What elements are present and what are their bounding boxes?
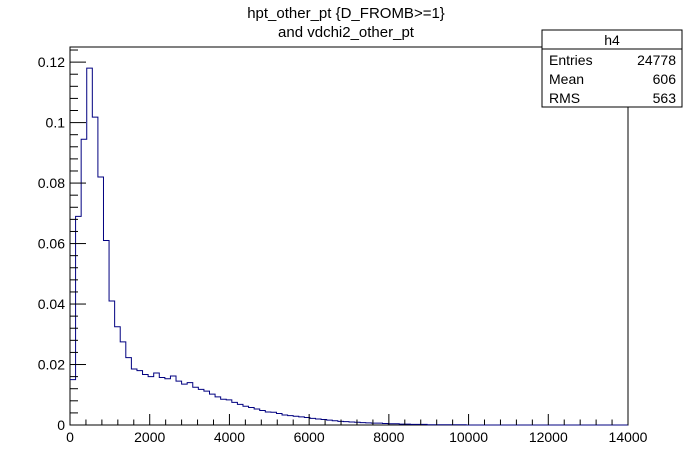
- histogram-bin: [98, 177, 104, 425]
- stats-box: h4 Entries 24778 Mean 606 RMS 563: [541, 29, 683, 108]
- x-tick-label: 8000: [373, 429, 404, 445]
- histogram-bin: [316, 419, 322, 425]
- histogram-bin: [349, 422, 355, 425]
- histogram-bin: [143, 374, 149, 425]
- histogram-bin: [343, 422, 349, 425]
- y-tick-label: 0.02: [38, 357, 65, 373]
- histogram-bin: [288, 416, 294, 425]
- histogram-bin: [293, 416, 299, 425]
- histogram-bin: [394, 424, 400, 425]
- histogram-bin: [249, 407, 255, 425]
- y-tick-label: 0.04: [38, 296, 65, 312]
- stats-entries-label: Entries: [549, 52, 593, 68]
- histogram-bin: [321, 420, 327, 425]
- stats-rms-value: 563: [653, 90, 677, 106]
- histogram-bin: [410, 424, 416, 425]
- histogram-bin: [92, 117, 98, 425]
- y-tick-label: 0.12: [38, 54, 65, 70]
- stats-mean-value: 606: [653, 71, 677, 87]
- stats-rms-label: RMS: [549, 90, 580, 106]
- x-tick-label: 0: [66, 429, 74, 445]
- histogram-bin: [405, 424, 411, 425]
- histogram-bin: [76, 216, 82, 425]
- chart-title-line-2: and vdchi2_other_pt: [278, 24, 415, 41]
- x-tick-label: 6000: [294, 429, 325, 445]
- histogram-bin: [332, 421, 338, 425]
- histogram-bin: [366, 423, 372, 425]
- histogram-bin: [154, 373, 160, 425]
- histogram-bin: [377, 423, 383, 425]
- histogram-bin: [371, 423, 377, 425]
- histogram-bin: [221, 399, 227, 425]
- histogram-bin: [399, 424, 405, 425]
- histogram-bin: [310, 418, 316, 425]
- histogram-bin: [115, 327, 121, 425]
- histogram-bin: [126, 358, 132, 425]
- histogram-bin: [299, 417, 305, 425]
- histogram-bin: [176, 381, 182, 425]
- x-tick-label: 14000: [609, 429, 648, 445]
- stats-mean-label: Mean: [549, 71, 584, 87]
- histogram-bin: [198, 389, 204, 425]
- stats-entries-value: 24778: [637, 52, 676, 68]
- histogram-bin: [254, 409, 260, 425]
- histogram-bin: [81, 139, 87, 425]
- histogram-bin: [87, 68, 93, 425]
- histogram-bin: [260, 410, 266, 425]
- histogram-series: [70, 67, 628, 426]
- y-tick-label: 0: [57, 417, 65, 433]
- histogram-bin: [193, 387, 199, 425]
- histogram-bin: [215, 397, 221, 425]
- x-axis: 0 2000 4000 6000 8000 10000 12000 14000: [66, 414, 648, 445]
- histogram-bin: [165, 379, 171, 425]
- stats-box-title: h4: [604, 32, 620, 48]
- histogram-bin: [137, 371, 143, 425]
- histogram-bin: [382, 423, 388, 425]
- histogram-bin: [159, 378, 165, 425]
- plot-area-frame: [69, 46, 629, 426]
- histogram-bin: [204, 391, 210, 425]
- histogram-bin: [271, 412, 277, 425]
- histogram-bin: [148, 377, 154, 425]
- x-tick-label: 12000: [529, 429, 568, 445]
- y-tick-label: 0.1: [46, 115, 66, 131]
- histogram-bin: [70, 380, 76, 425]
- x-tick-label: 10000: [449, 429, 488, 445]
- histogram-bin: [210, 394, 216, 425]
- histogram-bin: [265, 412, 271, 425]
- histogram-outline: [70, 67, 628, 426]
- histogram-bin: [232, 402, 238, 425]
- x-tick-label: 2000: [134, 429, 165, 445]
- x-tick-label: 4000: [214, 429, 245, 445]
- y-axis: 0 0.02 0.04 0.06 0.08 0.1 0.12: [38, 49, 86, 433]
- histogram-bin: [282, 415, 288, 425]
- y-tick-label: 0.06: [38, 236, 65, 252]
- histogram-bin: [187, 383, 193, 425]
- histogram-bin: [422, 424, 428, 425]
- histogram-bin: [327, 420, 333, 425]
- axes-frame: [69, 46, 629, 426]
- histogram-bin: [182, 384, 188, 425]
- histogram-bin: [109, 301, 115, 425]
- histogram-bin: [170, 376, 176, 425]
- histogram-bin: [120, 342, 126, 425]
- histogram-bin: [131, 369, 137, 425]
- histogram-bin: [103, 241, 109, 425]
- y-tick-label: 0.08: [38, 175, 65, 191]
- chart-title-line-1: hpt_other_pt {D_FROMB>=1}: [247, 5, 445, 22]
- histogram-bin: [360, 423, 366, 425]
- histogram-bin: [237, 404, 243, 425]
